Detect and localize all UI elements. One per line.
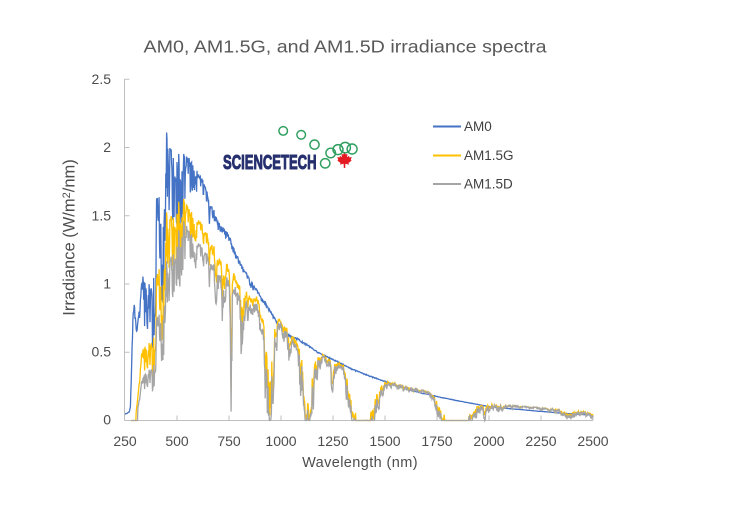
svg-text:750: 750: [217, 433, 241, 449]
svg-text:Wavelength (nm): Wavelength (nm): [302, 455, 418, 471]
svg-text:1500: 1500: [369, 433, 400, 449]
svg-text:2250: 2250: [525, 433, 556, 449]
svg-text:1.5: 1.5: [92, 208, 112, 224]
svg-text:500: 500: [165, 433, 189, 449]
svg-text:0: 0: [103, 412, 111, 428]
svg-text:1: 1: [103, 276, 111, 292]
svg-text:1250: 1250: [317, 433, 348, 449]
svg-text:AM0, AM1.5G, and AM1.5D irradi: AM0, AM1.5G, and AM1.5D irradiance spect…: [144, 37, 547, 57]
svg-text:2.5: 2.5: [92, 71, 112, 87]
svg-text:2500: 2500: [577, 433, 608, 449]
svg-text:2: 2: [103, 139, 111, 155]
svg-text:SCIENCETECH: SCIENCETECH: [223, 151, 317, 174]
svg-text:Irradiance (W/m2/nm): Irradiance (W/m2/nm): [61, 159, 79, 315]
svg-text:0.5: 0.5: [92, 344, 112, 360]
svg-text:2000: 2000: [473, 433, 504, 449]
svg-text:AM0: AM0: [464, 119, 492, 134]
svg-text:AM1.5G: AM1.5G: [464, 148, 514, 163]
svg-text:AM1.5D: AM1.5D: [464, 177, 513, 192]
svg-text:1000: 1000: [265, 433, 296, 449]
svg-text:1750: 1750: [421, 433, 452, 449]
svg-text:250: 250: [113, 433, 137, 449]
